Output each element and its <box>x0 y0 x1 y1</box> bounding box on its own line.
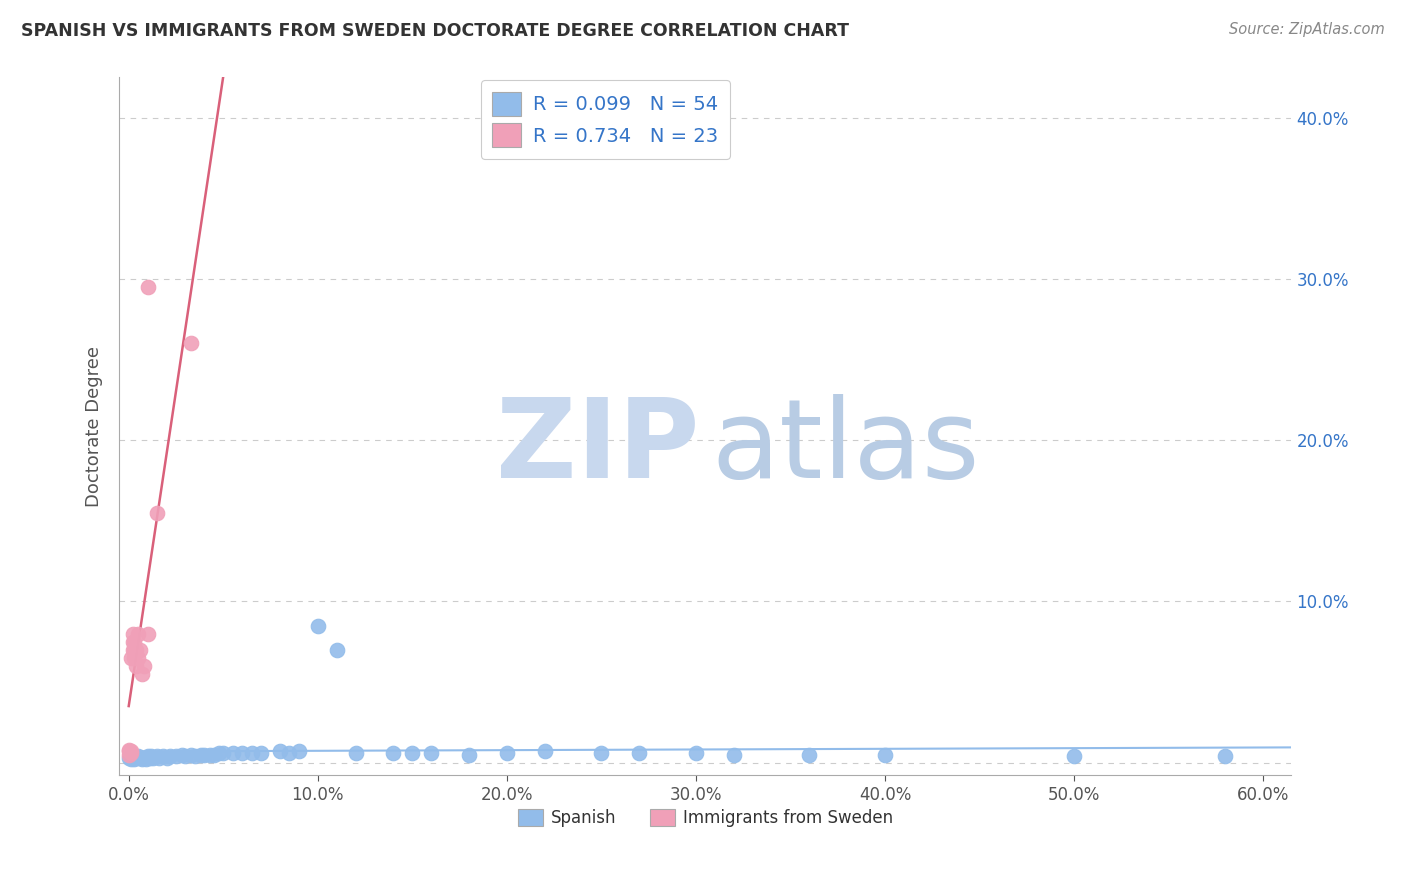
Point <box>124 752 146 766</box>
Point <box>723 747 745 762</box>
Point <box>131 752 153 766</box>
Text: SPANISH VS IMMIGRANTS FROM SWEDEN DOCTORATE DEGREE CORRELATION CHART: SPANISH VS IMMIGRANTS FROM SWEDEN DOCTOR… <box>21 22 849 40</box>
Point <box>132 750 155 764</box>
Point <box>685 746 707 760</box>
Point <box>118 744 141 758</box>
Point <box>533 744 555 758</box>
Y-axis label: Doctorate Degree: Doctorate Degree <box>86 346 103 507</box>
Point <box>184 749 207 764</box>
Point <box>118 747 141 762</box>
Point <box>125 750 148 764</box>
Point <box>180 336 202 351</box>
Point <box>495 746 517 760</box>
Point <box>120 746 142 760</box>
Point <box>120 752 142 766</box>
Point <box>146 506 169 520</box>
Point <box>180 747 202 762</box>
Point <box>231 746 253 760</box>
Point <box>124 642 146 657</box>
Point <box>120 744 142 758</box>
Point <box>135 752 157 766</box>
Point <box>138 750 160 764</box>
Point <box>125 658 148 673</box>
Point <box>121 626 143 640</box>
Point <box>129 750 152 764</box>
Point <box>288 744 311 758</box>
Point <box>127 749 149 764</box>
Legend: Spanish, Immigrants from Sweden: Spanish, Immigrants from Sweden <box>510 802 900 833</box>
Point <box>250 746 273 760</box>
Point <box>1063 749 1085 764</box>
Point <box>141 749 163 764</box>
Point <box>240 746 263 760</box>
Point <box>127 650 149 665</box>
Point <box>212 746 235 760</box>
Point <box>152 749 174 764</box>
Point <box>873 747 896 762</box>
Point <box>190 747 212 762</box>
Point <box>401 746 423 760</box>
Point <box>170 747 193 762</box>
Point <box>1213 749 1236 764</box>
Point <box>118 750 141 764</box>
Point <box>136 280 159 294</box>
Point <box>131 667 153 681</box>
Point <box>155 750 177 764</box>
Point <box>159 749 181 764</box>
Point <box>307 618 329 632</box>
Point <box>458 747 481 762</box>
Point <box>208 746 231 760</box>
Point <box>121 634 143 648</box>
Point <box>174 749 197 764</box>
Point <box>628 746 651 760</box>
Point <box>591 746 613 760</box>
Point <box>222 746 245 760</box>
Text: ZIP: ZIP <box>496 394 700 501</box>
Point <box>269 744 291 758</box>
Point <box>148 750 170 764</box>
Text: Source: ZipAtlas.com: Source: ZipAtlas.com <box>1229 22 1385 37</box>
Point <box>127 626 149 640</box>
Point <box>382 746 405 760</box>
Point <box>420 746 443 760</box>
Point <box>125 642 148 657</box>
Point <box>193 747 215 762</box>
Point <box>120 650 142 665</box>
Point <box>129 642 152 657</box>
Point <box>136 626 159 640</box>
Text: atlas: atlas <box>711 394 980 501</box>
Point <box>121 642 143 657</box>
Point <box>325 642 347 657</box>
Point <box>198 747 221 762</box>
Point <box>124 634 146 648</box>
Point <box>165 749 187 764</box>
Point <box>142 750 165 764</box>
Point <box>121 750 143 764</box>
Point <box>799 747 821 762</box>
Point <box>124 650 146 665</box>
Point <box>136 749 159 764</box>
Point <box>344 746 367 760</box>
Point <box>146 749 169 764</box>
Point <box>278 746 301 760</box>
Point <box>202 747 225 762</box>
Point <box>118 742 141 756</box>
Point <box>132 658 155 673</box>
